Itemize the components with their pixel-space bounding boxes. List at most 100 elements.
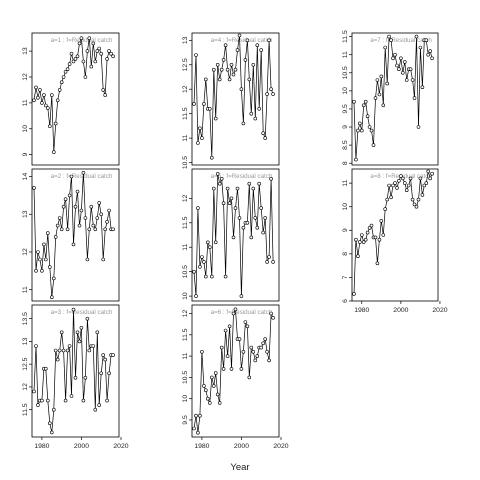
data-point bbox=[261, 230, 266, 235]
data-point bbox=[395, 63, 399, 68]
data-point bbox=[210, 155, 214, 160]
data-point bbox=[402, 181, 407, 185]
x-tick-label: 2020 bbox=[273, 443, 288, 450]
y-tick-label: 11 bbox=[342, 51, 349, 58]
data-point bbox=[202, 260, 206, 264]
x-tick-label: 2000 bbox=[393, 307, 408, 314]
panel-frame bbox=[191, 32, 280, 166]
y-tick-label: 9 bbox=[22, 153, 29, 157]
panel-3: 11.5 12 12.5 13 13.5 1980 2000 2020 a=3 : f=Resi… bbox=[22, 304, 129, 450]
data-point bbox=[393, 181, 397, 185]
data-point bbox=[379, 74, 384, 79]
data-point bbox=[414, 204, 419, 209]
data-point bbox=[38, 88, 42, 92]
data-point bbox=[410, 78, 415, 82]
data-point bbox=[257, 181, 262, 186]
data-point bbox=[371, 143, 376, 147]
data-point bbox=[57, 348, 62, 353]
data-point bbox=[245, 38, 250, 43]
data-point bbox=[71, 307, 76, 312]
data-point bbox=[111, 227, 115, 232]
y-tick-label: 8 bbox=[342, 252, 349, 256]
data-point bbox=[375, 78, 380, 82]
x-tick-label: 1980 bbox=[194, 443, 209, 450]
y-tick-label: 13 bbox=[22, 210, 29, 218]
data-point bbox=[97, 403, 101, 407]
data-point bbox=[225, 67, 230, 72]
y-tick-label: 11.5 bbox=[22, 403, 29, 416]
data-point bbox=[32, 389, 36, 394]
panel-frame bbox=[191, 168, 280, 302]
data-point bbox=[101, 353, 105, 357]
data-point bbox=[404, 78, 409, 82]
data-point bbox=[105, 57, 109, 61]
data-point bbox=[383, 207, 388, 211]
data-point bbox=[263, 216, 268, 220]
data-point bbox=[107, 49, 111, 53]
y-tick-label: 10 bbox=[342, 87, 349, 95]
data-point bbox=[251, 186, 256, 191]
data-point bbox=[269, 87, 273, 91]
data-point bbox=[53, 121, 58, 126]
data-point bbox=[367, 226, 372, 230]
data-point bbox=[206, 240, 210, 245]
data-point bbox=[400, 71, 405, 75]
y-tick-label: 10 bbox=[182, 395, 189, 403]
data-point bbox=[208, 107, 212, 111]
data-point bbox=[375, 261, 380, 266]
data-point bbox=[105, 220, 109, 224]
y-tick-label: 13.5 bbox=[22, 312, 29, 325]
data-point bbox=[430, 56, 434, 61]
data-point bbox=[265, 349, 269, 354]
data-point bbox=[75, 54, 80, 59]
y-tick-label: 11 bbox=[22, 286, 29, 293]
data-point bbox=[237, 337, 242, 341]
data-point bbox=[34, 344, 38, 348]
data-point bbox=[223, 328, 228, 333]
data-point bbox=[111, 54, 115, 59]
data-point bbox=[67, 344, 72, 348]
series-line bbox=[33, 172, 114, 298]
data-point bbox=[81, 398, 86, 403]
data-point bbox=[367, 125, 372, 129]
x-tick-label: 2020 bbox=[432, 307, 447, 314]
data-point bbox=[424, 38, 429, 43]
data-point bbox=[373, 96, 378, 100]
y-tick-label: 9 bbox=[342, 125, 349, 129]
data-point bbox=[99, 371, 103, 376]
data-point bbox=[34, 85, 38, 90]
y-tick-label: 11.5 bbox=[342, 30, 349, 43]
x-tick-label: 2000 bbox=[74, 443, 89, 450]
data-point bbox=[387, 34, 391, 39]
data-point bbox=[73, 57, 78, 61]
data-point bbox=[217, 181, 222, 186]
data-point bbox=[65, 227, 70, 232]
data-point bbox=[43, 366, 48, 371]
data-point bbox=[265, 260, 269, 264]
data-point bbox=[97, 201, 101, 205]
data-point bbox=[103, 93, 107, 97]
data-point bbox=[69, 394, 74, 398]
data-point bbox=[249, 235, 254, 240]
data-point bbox=[271, 92, 275, 96]
x-axis-label: Year bbox=[230, 462, 249, 473]
data-point bbox=[219, 177, 224, 181]
data-point bbox=[63, 197, 68, 201]
panel-4: 10.5 11 11.5 12 12.5 13 a=4 : f=Residual catch bbox=[182, 32, 280, 169]
data-point bbox=[259, 206, 264, 210]
y-tick-label: 9.5 bbox=[342, 104, 349, 114]
data-point bbox=[107, 371, 111, 376]
data-point bbox=[210, 274, 214, 279]
data-point bbox=[420, 85, 425, 89]
data-point bbox=[36, 403, 40, 407]
data-point bbox=[249, 111, 254, 116]
y-tick-label: 8.5 bbox=[342, 140, 349, 150]
data-point bbox=[45, 106, 50, 110]
data-point bbox=[408, 67, 413, 71]
data-point bbox=[397, 67, 401, 71]
data-point bbox=[267, 358, 271, 363]
panel-frame bbox=[31, 168, 120, 302]
y-tick-label: 10 bbox=[182, 292, 189, 300]
